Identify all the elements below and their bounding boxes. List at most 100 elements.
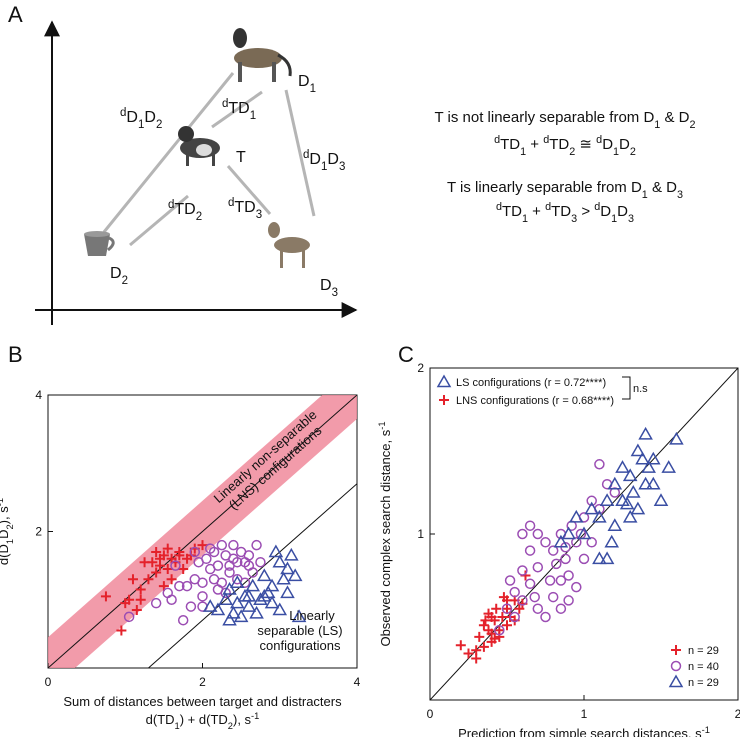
x-tick-label: 0 bbox=[427, 707, 434, 721]
subscript: 3 bbox=[571, 213, 577, 225]
point bbox=[241, 588, 257, 602]
subscript: 2 bbox=[228, 721, 233, 731]
subscript: 1 bbox=[175, 721, 180, 731]
point bbox=[544, 575, 556, 586]
legend-label: n = 40 bbox=[688, 661, 719, 673]
diagram-label: dTD1 bbox=[222, 98, 256, 122]
statement: T is linearly separable from D1 & D3 bbox=[447, 179, 683, 201]
point bbox=[185, 601, 197, 612]
subscript: 1 bbox=[654, 119, 660, 131]
text-run: Sum of distances between target and dist… bbox=[63, 694, 342, 709]
point bbox=[532, 603, 544, 614]
subscript: 2 bbox=[156, 119, 162, 131]
superscript: -1 bbox=[702, 725, 710, 735]
point bbox=[131, 604, 142, 615]
point bbox=[264, 595, 280, 609]
point bbox=[226, 605, 241, 619]
superscript: d bbox=[222, 98, 228, 110]
point bbox=[233, 609, 249, 623]
point bbox=[222, 612, 237, 626]
point bbox=[127, 574, 138, 585]
point bbox=[661, 460, 676, 473]
point bbox=[162, 587, 173, 599]
text-run: D bbox=[602, 136, 613, 153]
distance-line bbox=[284, 89, 316, 217]
superscript: d bbox=[494, 134, 500, 146]
point bbox=[155, 560, 166, 571]
text-run: T bbox=[236, 149, 246, 166]
text-run: TD bbox=[549, 136, 569, 153]
point bbox=[474, 631, 485, 642]
point bbox=[619, 496, 635, 510]
superscript: d bbox=[120, 107, 126, 119]
point bbox=[641, 460, 656, 473]
point bbox=[622, 468, 638, 482]
point bbox=[193, 556, 204, 568]
point bbox=[162, 543, 173, 554]
point bbox=[486, 612, 497, 622]
diagram-label: D3 bbox=[320, 277, 338, 299]
point bbox=[181, 580, 193, 592]
point bbox=[547, 591, 559, 603]
distance-line bbox=[129, 194, 189, 247]
point bbox=[638, 426, 653, 440]
distance-line bbox=[226, 165, 272, 215]
y-tick-label: 4 bbox=[35, 388, 42, 402]
point bbox=[625, 484, 641, 498]
superscript: d bbox=[543, 134, 549, 146]
text-run: D bbox=[619, 136, 630, 153]
point bbox=[241, 599, 257, 612]
x-axis-label: Sum of distances between target and dist… bbox=[63, 694, 342, 709]
x-tick-label: 1 bbox=[581, 707, 588, 721]
panel-label: C bbox=[398, 342, 414, 367]
point bbox=[212, 560, 224, 571]
chart: 0 2 4 2 4 Sum of distances between target and… bbox=[0, 388, 361, 731]
point bbox=[630, 443, 646, 457]
point bbox=[229, 595, 245, 609]
point bbox=[158, 550, 169, 561]
panel-label: A bbox=[8, 2, 23, 27]
text-run: T is not linearly separable from D bbox=[434, 109, 654, 126]
point bbox=[638, 476, 653, 490]
point bbox=[483, 625, 494, 636]
point bbox=[599, 493, 615, 507]
text-run: D bbox=[617, 203, 628, 220]
point bbox=[592, 509, 607, 523]
point bbox=[569, 509, 584, 523]
y-axis-label: d(D1D2), s-1 bbox=[0, 498, 15, 565]
series bbox=[494, 459, 621, 636]
diagram-label: dD1D3 bbox=[303, 149, 345, 173]
point bbox=[560, 553, 571, 565]
point bbox=[561, 526, 576, 540]
point bbox=[280, 561, 295, 575]
text-run: > bbox=[577, 203, 594, 220]
point bbox=[502, 620, 512, 631]
panel-label: B bbox=[8, 342, 23, 367]
point bbox=[607, 518, 623, 531]
point bbox=[471, 653, 482, 664]
superscript: d bbox=[496, 201, 502, 213]
point bbox=[151, 567, 162, 578]
text-run: D bbox=[126, 109, 138, 126]
point bbox=[607, 476, 623, 490]
point bbox=[504, 575, 516, 586]
legend-label: LS configurations (r = 0.72****) bbox=[456, 377, 606, 389]
subscript: 1 bbox=[613, 146, 619, 158]
point bbox=[478, 620, 489, 631]
subscript: 2 bbox=[196, 211, 202, 223]
subscript: 3 bbox=[339, 161, 345, 173]
text-run: D bbox=[600, 203, 611, 220]
point bbox=[143, 574, 154, 585]
series bbox=[123, 539, 266, 626]
legend-label: n = 29 bbox=[688, 677, 719, 689]
point bbox=[216, 577, 228, 588]
subscript: 2 bbox=[5, 524, 15, 529]
point bbox=[517, 595, 528, 606]
point bbox=[162, 564, 173, 575]
point bbox=[218, 592, 233, 605]
point bbox=[228, 539, 239, 551]
subscript: 1 bbox=[611, 213, 617, 225]
subscript: 1 bbox=[522, 213, 528, 225]
series bbox=[202, 544, 307, 626]
